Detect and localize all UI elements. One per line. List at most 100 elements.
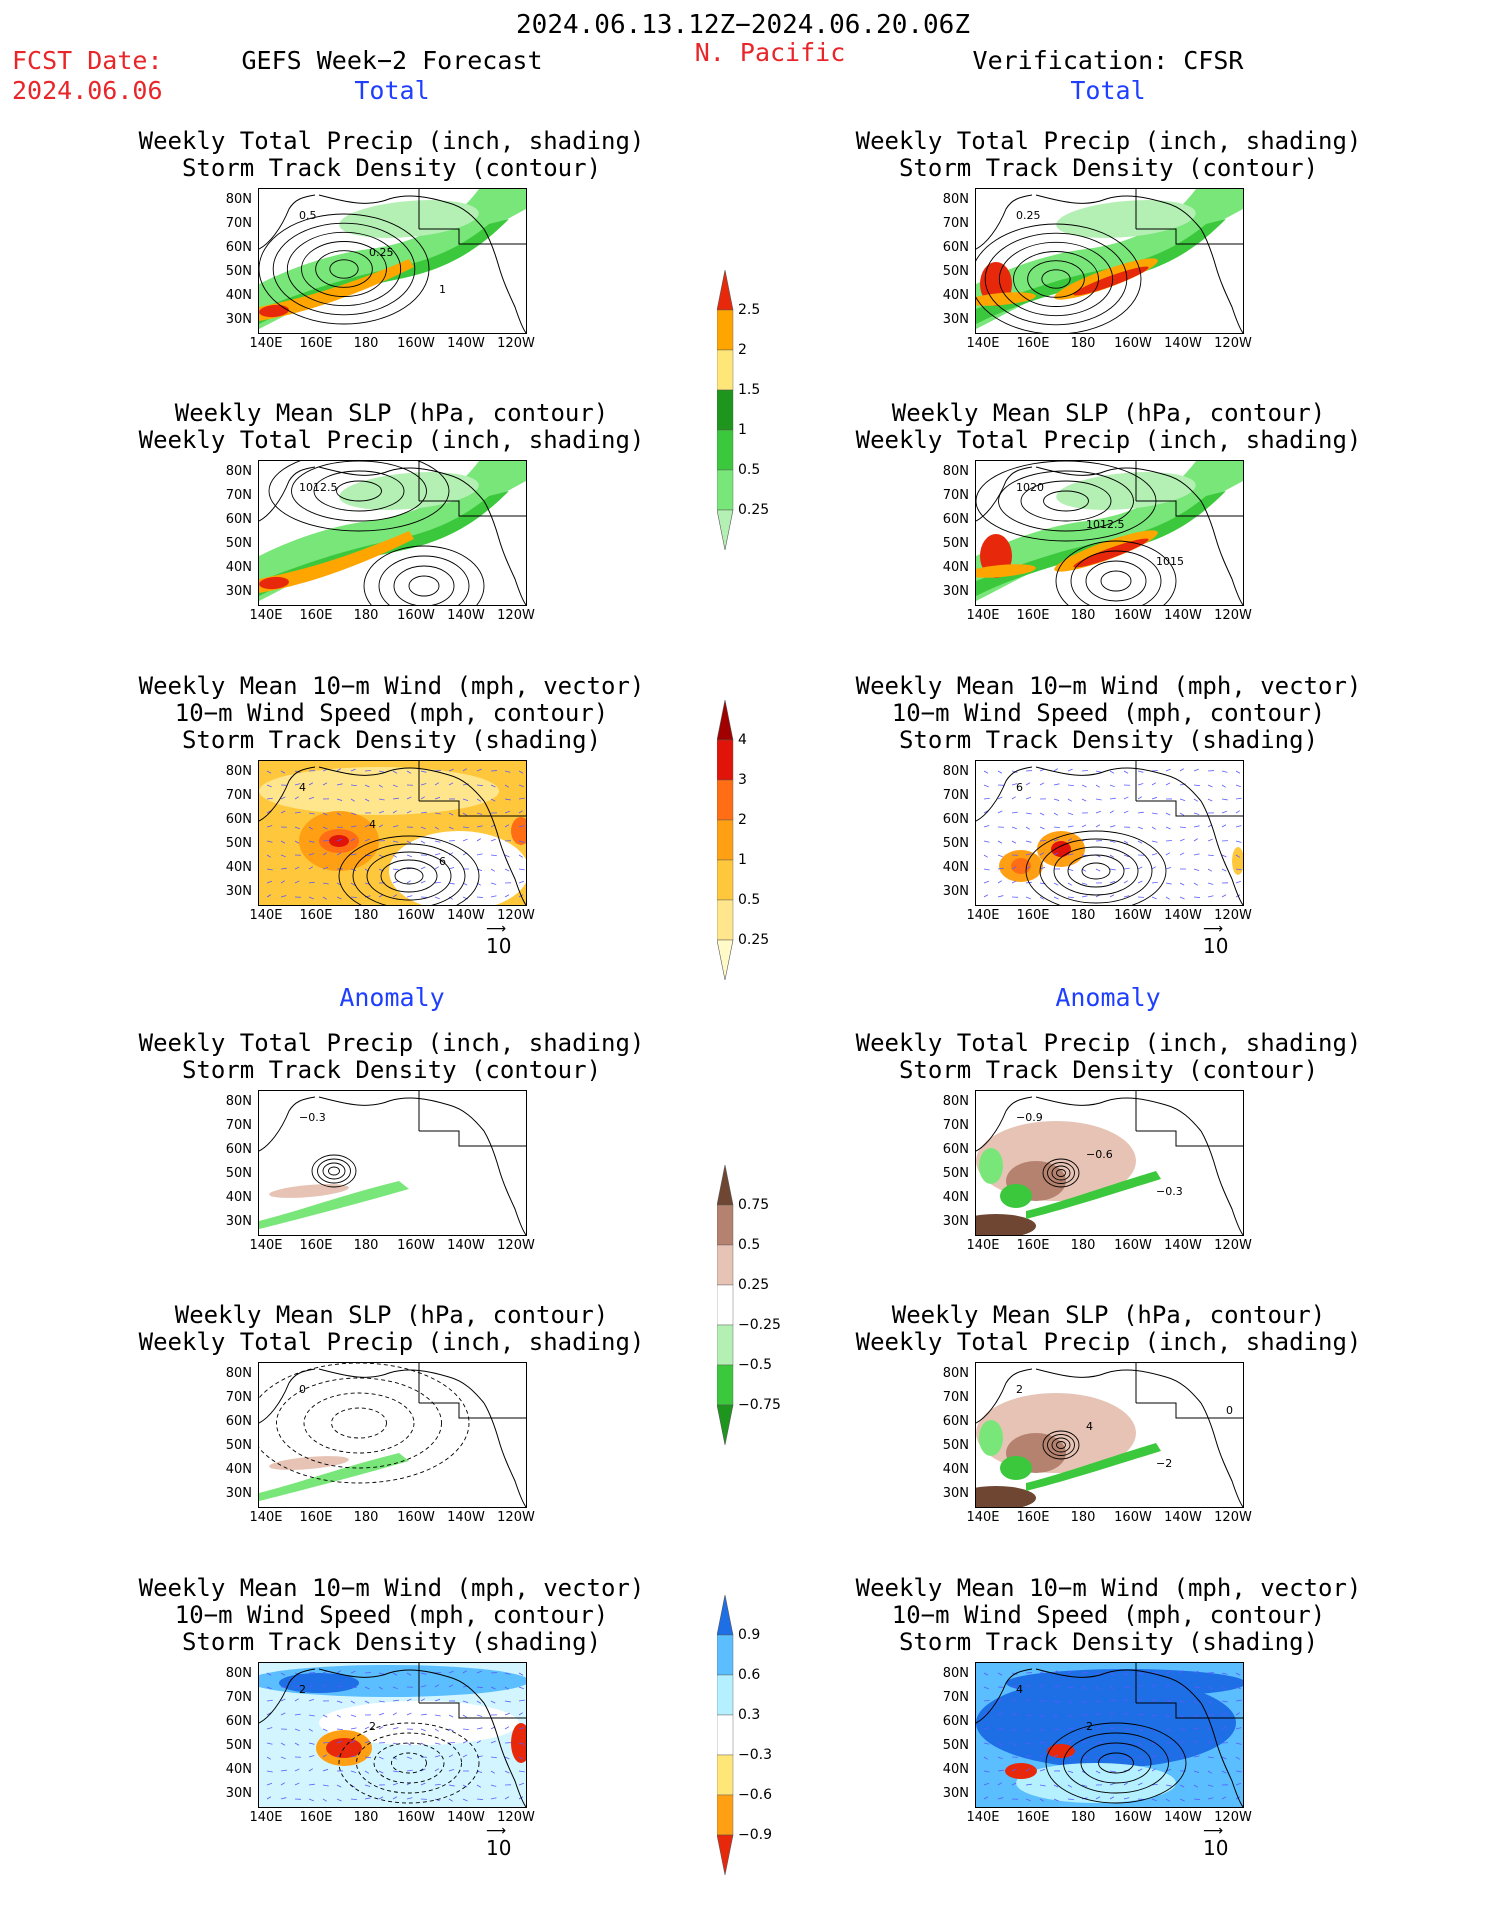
verification-map-precip: 0.25 <box>975 188 1244 334</box>
forecast-map-wind: 4 4 6 <box>258 760 527 906</box>
anomaly-label-left: Anomaly <box>339 983 445 1012</box>
contour-label: −0.6 <box>1086 1148 1113 1161</box>
contour-label: 4 <box>1086 1420 1093 1433</box>
contour-label: 1012.5 <box>299 481 338 494</box>
colorbar-label: 0.25 <box>738 932 770 948</box>
lat-tick: 30N <box>225 584 252 599</box>
contour-label: 2 <box>1016 1383 1023 1396</box>
lon-tick: 160E <box>299 336 333 351</box>
lon-tick: 160E <box>299 608 333 623</box>
lat-tick: 70N <box>942 216 969 231</box>
verification-title: Verification: CFSR <box>972 46 1244 75</box>
lon-tick: 160W <box>397 908 435 923</box>
colorbar-label: 1 <box>738 422 747 438</box>
lat-tick: 40N <box>225 1190 252 1205</box>
colorbar-label: 0.5 <box>738 892 761 908</box>
lat-tick: 30N <box>942 312 969 327</box>
contour-label: −0.9 <box>1016 1111 1043 1124</box>
lat-tick: 40N <box>225 288 252 303</box>
lon-tick: 160W <box>1114 908 1152 923</box>
lat-tick: 80N <box>225 464 252 479</box>
lon-tick: 120W <box>497 1810 535 1825</box>
panel-title-line: Weekly Mean 10−m Wind (mph, vector) <box>855 1574 1362 1602</box>
lat-tick: 30N <box>225 1214 252 1229</box>
lon-tick: 120W <box>1214 1510 1252 1525</box>
lat-tick: 40N <box>225 1762 252 1777</box>
lat-tick: 30N <box>942 1486 969 1501</box>
colorbar-label: 1.5 <box>738 382 761 398</box>
lat-tick: 50N <box>225 264 252 279</box>
panel-title-line: Storm Track Density (shading) <box>181 726 602 754</box>
lon-tick: 120W <box>1214 1810 1252 1825</box>
lat-tick: 60N <box>942 1414 969 1429</box>
panel-title-line: Weekly Total Precip (inch, shading) <box>855 1029 1362 1057</box>
lon-tick: 180 <box>353 908 379 923</box>
contour-label: 2 <box>1086 1720 1093 1733</box>
forecast-map-precip: 0.5 0.25 1 <box>258 188 527 334</box>
total-label-right: Total <box>1070 76 1146 105</box>
lat-tick: 70N <box>225 488 252 503</box>
lon-tick: 160E <box>1016 908 1050 923</box>
panel-title-line: Storm Track Density (contour) <box>898 1056 1319 1084</box>
lon-tick: 140E <box>966 908 1000 923</box>
contour-label: 4 <box>1016 1683 1023 1696</box>
colorbar-label: 2 <box>738 812 747 828</box>
lon-tick: 160E <box>299 1510 333 1525</box>
lon-tick: 180 <box>353 1510 379 1525</box>
panel-title-line: Weekly Mean SLP (hPa, contour) <box>891 1301 1326 1329</box>
lat-tick: 70N <box>942 1118 969 1133</box>
lon-tick: 140W <box>1164 1810 1202 1825</box>
panel-title-line: 10−m Wind Speed (mph, contour) <box>891 699 1326 727</box>
total-label-left: Total <box>354 76 430 105</box>
lat-tick: 80N <box>942 192 969 207</box>
lon-tick: 180 <box>1070 608 1096 623</box>
lon-tick: 140E <box>966 336 1000 351</box>
lat-tick: 30N <box>942 884 969 899</box>
lon-tick: 140E <box>249 608 283 623</box>
colorbar-label: 2.5 <box>738 302 761 318</box>
lat-tick: 80N <box>225 1666 252 1681</box>
lat-tick: 80N <box>942 1666 969 1681</box>
lon-tick: 180 <box>353 1810 379 1825</box>
lon-tick: 140E <box>249 336 283 351</box>
lat-tick: 70N <box>225 1390 252 1405</box>
lon-tick: 120W <box>1214 1238 1252 1253</box>
panel-title-line: Storm Track Density (contour) <box>181 154 602 182</box>
colorbar-label: −0.3 <box>738 1747 772 1763</box>
colorbar-label: 0.9 <box>738 1627 761 1643</box>
lon-tick: 160W <box>1114 1810 1152 1825</box>
lon-tick: 140W <box>447 1510 485 1525</box>
forecast-map-aprecip: −0.3 <box>258 1090 527 1236</box>
lat-tick: 50N <box>942 1166 969 1181</box>
contour-label: 4 <box>299 781 306 794</box>
lat-tick: 60N <box>942 812 969 827</box>
lat-tick: 40N <box>942 288 969 303</box>
lon-tick: 160E <box>1016 1238 1050 1253</box>
forecast-title: GEFS Week−2 Forecast <box>241 46 543 75</box>
panel-title-line: Storm Track Density (shading) <box>898 1628 1319 1656</box>
lat-tick: 80N <box>942 1366 969 1381</box>
lon-tick: 160E <box>299 908 333 923</box>
lon-tick: 140W <box>1164 608 1202 623</box>
lon-tick: 140E <box>966 1238 1000 1253</box>
colorbar-label: −0.75 <box>738 1397 781 1413</box>
lat-tick: 50N <box>942 536 969 551</box>
colorbar-precip_anom <box>716 1164 735 1479</box>
lat-tick: 80N <box>225 1094 252 1109</box>
lat-tick: 50N <box>225 836 252 851</box>
colorbar-label: 0.25 <box>738 1277 770 1293</box>
panel-title-line: 10−m Wind Speed (mph, contour) <box>174 1601 609 1629</box>
lat-tick: 30N <box>225 312 252 327</box>
lat-tick: 40N <box>942 1762 969 1777</box>
forecast-map-aslp: 0 <box>258 1362 527 1508</box>
lon-tick: 140E <box>966 608 1000 623</box>
lat-tick: 70N <box>225 788 252 803</box>
panel-title-line: Weekly Mean 10−m Wind (mph, vector) <box>138 672 645 700</box>
contour-label: −0.3 <box>1156 1185 1183 1198</box>
lon-tick: 180 <box>1070 908 1096 923</box>
colorbar-label: 4 <box>738 732 747 748</box>
lat-tick: 60N <box>942 1142 969 1157</box>
lon-tick: 180 <box>1070 336 1096 351</box>
vector-reference-value: 10 <box>1203 1836 1229 1860</box>
